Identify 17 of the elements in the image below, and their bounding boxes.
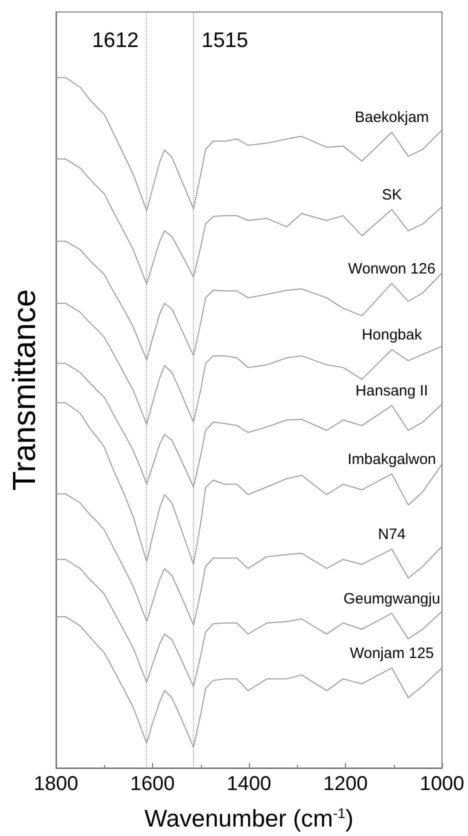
series-label: Hongbak xyxy=(362,326,422,344)
series-label: Hansang II xyxy=(356,382,428,400)
ref-line-label: 1515 xyxy=(202,29,248,52)
series-label: Baekokjam xyxy=(354,109,429,126)
series-label: SK xyxy=(382,186,402,204)
x-tick-label: 1800 xyxy=(34,773,78,795)
x-tick-label: 1400 xyxy=(226,773,272,795)
series-label: N74 xyxy=(378,526,406,544)
y-axis-title: Transmittance xyxy=(6,289,42,491)
x-tick-label: 1600 xyxy=(130,773,175,795)
ref-line-label: 1612 xyxy=(92,29,139,52)
series-label: Wonjam 125 xyxy=(350,644,434,662)
x-tick-label: 1000 xyxy=(420,773,464,795)
x-tick-label: 1200 xyxy=(323,773,368,795)
series-label: Imbakgalwon xyxy=(348,450,436,468)
series-label: Wonwon 126 xyxy=(348,260,436,278)
series-label: Geumgwangju xyxy=(343,590,440,608)
